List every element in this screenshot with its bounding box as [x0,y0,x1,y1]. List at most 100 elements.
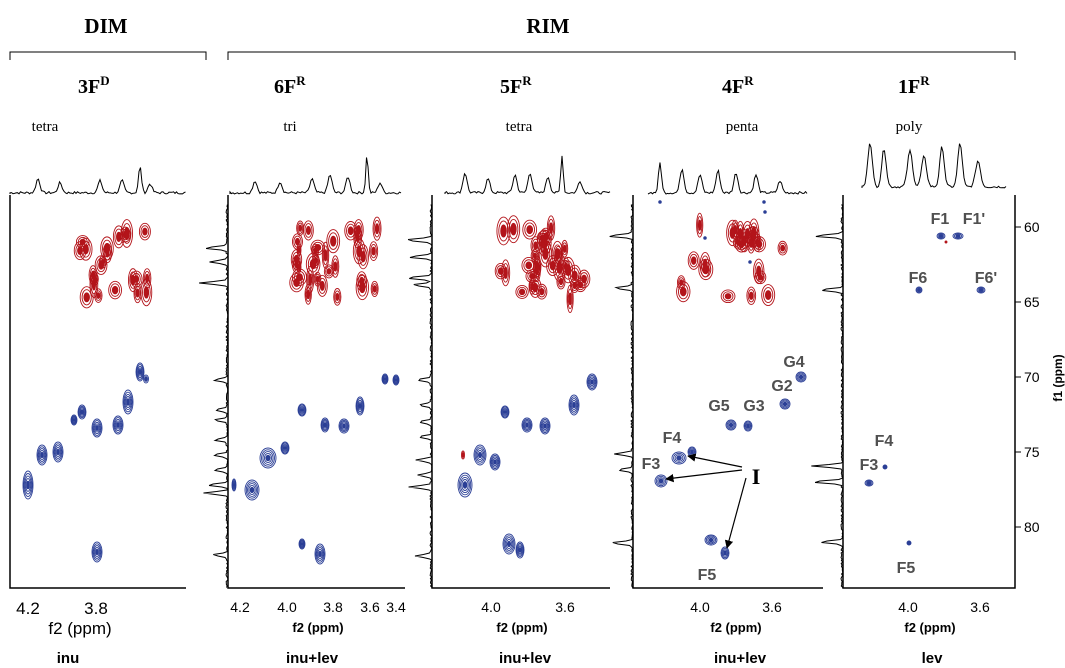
cross-peak-contour [568,292,572,306]
cross-peak-contour [555,248,562,262]
cross-peak-contour [346,223,356,238]
cross-peak-contour [546,255,560,277]
cross-peak-contour [723,550,727,556]
svg-text:5FR: 5FR [500,73,532,98]
cross-peak-contour [751,226,757,240]
cross-peak-contour [321,418,329,432]
peak-label-f4: F4 [663,430,682,447]
panel-title-5FR: 5FR [500,73,532,98]
cross-peak-contour [322,420,328,430]
cross-peak-contour [115,420,121,430]
cross-peak-contour [517,544,523,556]
x-tick-label: 3.6 [360,599,380,615]
cross-peak-contour [134,285,141,301]
cross-peak-contour [866,481,872,485]
cross-peak-contour [798,374,804,380]
x-tick-label: 4.2 [16,599,40,618]
cross-peak-contour [136,364,144,380]
cross-peak-contour [533,241,539,250]
rim-bracket [227,51,1016,60]
cross-peak-contour [917,288,921,292]
cross-peak-contour [503,535,515,553]
cross-peak-contour [658,478,664,484]
cross-peak-contour [338,418,350,434]
cross-peak-contour [372,216,382,241]
cross-peak-contour [726,420,736,430]
cross-peak-contour [259,447,277,469]
cross-peak-contour [727,223,738,243]
panel-title-1FR: 1FR [898,73,930,98]
cross-peak-contour [722,291,734,302]
cross-peak-contour [915,286,923,294]
cross-peak-contour [116,231,122,243]
cross-peak-contour [864,479,874,487]
cross-peak-contour [373,219,381,238]
annotations-4FR: G4 G2 G5 G3 F4 F3 F5 [642,354,805,584]
cross-peak-contour [496,216,511,246]
cross-peak-contour [725,419,737,431]
cross-peak-contour [489,453,501,471]
cross-peak-contour [94,547,100,557]
cross-peak-contour [122,389,134,415]
cross-peak-contour [658,200,662,204]
cross-peak-contour [882,464,888,470]
cross-peak-contour [356,271,368,292]
f2-projection-spectrum [647,162,808,195]
cross-peak-contour [539,417,551,435]
cross-peak-contour [530,282,535,291]
cross-peak-contour [541,420,549,432]
projection-spectra [9,143,1007,588]
svg-text:4FR: 4FR [722,73,754,98]
cross-peak-contour [265,454,271,462]
cross-peak-contour [304,223,313,238]
cross-peak-contour [534,258,541,275]
sample-labels: inu inu+lev inu+lev inu+lev lev [57,650,943,667]
cross-peak-contour [355,274,369,301]
cross-peak-contour [130,270,143,288]
cross-peak-contour [334,290,341,304]
arrow-to-f5 [724,477,747,549]
cross-peak-contour [761,284,776,306]
cross-peak-contour [518,547,522,553]
cross-peak-contour [341,422,347,430]
cross-peak-contour [461,479,469,491]
cross-peak-contour [309,258,317,270]
cross-peak-contour [936,232,946,240]
cross-peak-contour [702,258,708,271]
cross-peak-contour [537,285,546,298]
cross-peak-contour [77,404,87,420]
f2-projection-spectrum [229,157,402,195]
cross-peak-contour [735,239,741,246]
cross-peak-contour [100,236,114,261]
type-label-4FR: penta [726,119,759,135]
cross-peaks [22,200,986,565]
frame-5FR [431,195,610,589]
cross-peak-contour [314,543,326,565]
cross-peak-contour [372,285,377,293]
cross-peak-contour [81,289,92,306]
cross-peak-contour [502,408,508,416]
cross-peak-contour [113,417,123,433]
cross-peak-contour [98,260,105,270]
x-tick-label: 3.6 [970,599,990,615]
cross-peak-contour [137,367,143,377]
cross-peak-contour [561,239,569,258]
cross-peak-contour [79,286,94,309]
cross-peak-contour [780,399,790,409]
cross-peak-contour [140,225,150,238]
cross-peak-contour [679,279,684,286]
cross-peak-contour [357,273,366,289]
frame-1FR [842,195,1016,589]
cross-peak-contour [382,375,388,383]
cross-peak-contour [290,249,303,270]
cross-peak-contour [529,280,535,293]
arrow-to-f3 [665,469,743,483]
cross-peak-contour [747,289,755,303]
cross-peak-contour [261,449,275,467]
cross-peak-contour [563,260,574,280]
f2-projection-spectrum [861,143,1007,189]
cross-peak-contour [282,444,288,452]
cross-peak-contour [865,480,873,486]
cross-peak-contour [779,398,791,410]
cross-peak-contour [123,391,133,413]
